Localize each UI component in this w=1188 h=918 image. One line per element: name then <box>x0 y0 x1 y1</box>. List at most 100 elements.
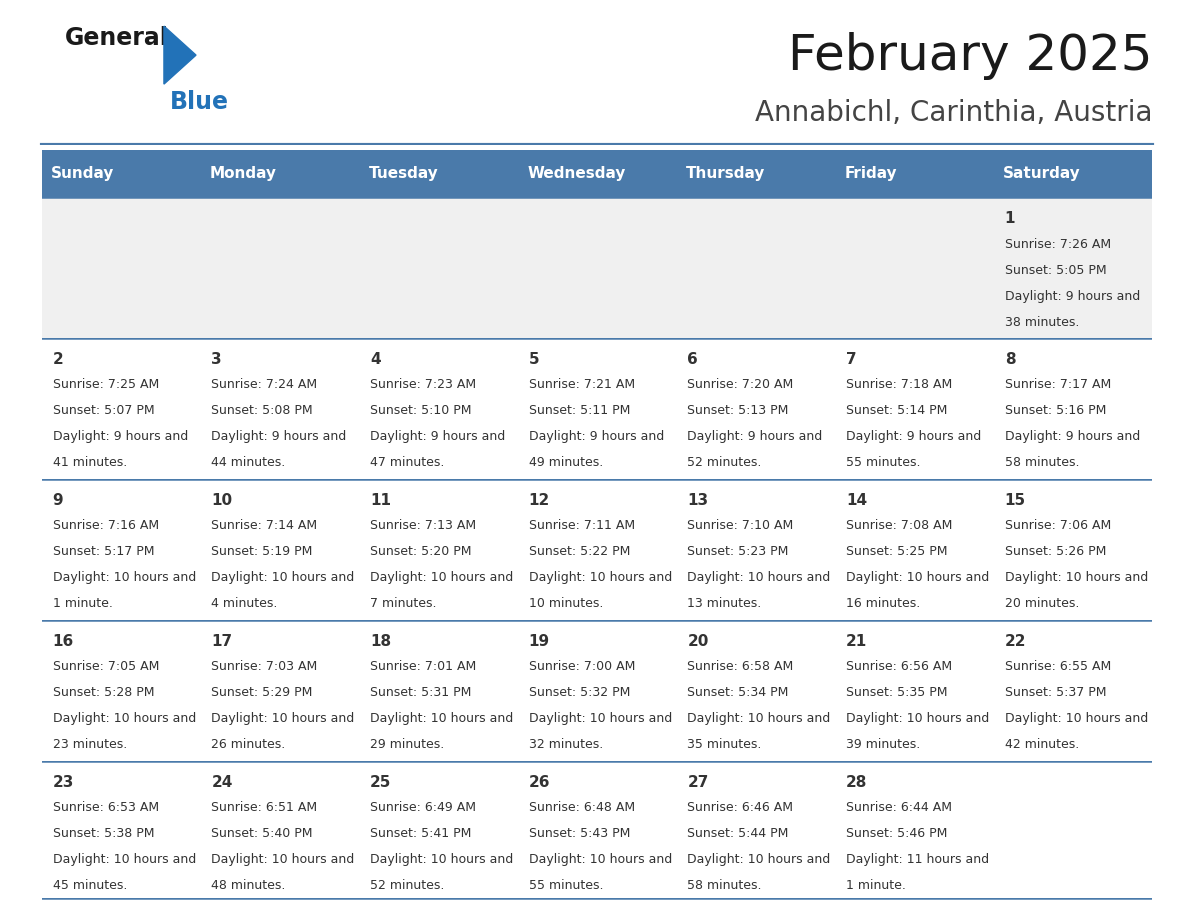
Text: Sunrise: 6:53 AM: Sunrise: 6:53 AM <box>52 800 159 813</box>
Text: Monday: Monday <box>210 166 277 181</box>
Text: Sunrise: 7:08 AM: Sunrise: 7:08 AM <box>846 520 953 532</box>
Text: Sunset: 5:13 PM: Sunset: 5:13 PM <box>688 404 789 418</box>
Text: Daylight: 10 hours and: Daylight: 10 hours and <box>52 712 196 725</box>
Text: Sunrise: 7:23 AM: Sunrise: 7:23 AM <box>369 378 476 391</box>
Text: Sunrise: 6:55 AM: Sunrise: 6:55 AM <box>1005 660 1111 673</box>
Text: 58 minutes.: 58 minutes. <box>688 879 762 892</box>
Text: 29 minutes.: 29 minutes. <box>369 738 444 751</box>
Bar <box>42 150 201 197</box>
Text: Daylight: 10 hours and: Daylight: 10 hours and <box>211 571 355 584</box>
Text: Sunset: 5:14 PM: Sunset: 5:14 PM <box>846 404 948 418</box>
Text: 26: 26 <box>529 775 550 789</box>
Text: Sunrise: 7:21 AM: Sunrise: 7:21 AM <box>529 378 634 391</box>
Text: Daylight: 10 hours and: Daylight: 10 hours and <box>1005 571 1148 584</box>
Bar <box>993 150 1152 197</box>
Text: Annabichl, Carinthia, Austria: Annabichl, Carinthia, Austria <box>754 98 1152 127</box>
Polygon shape <box>164 26 196 84</box>
Text: Saturday: Saturday <box>1003 166 1081 181</box>
Text: Sunrise: 7:05 AM: Sunrise: 7:05 AM <box>52 660 159 673</box>
Text: Daylight: 10 hours and: Daylight: 10 hours and <box>211 712 355 725</box>
Text: 47 minutes.: 47 minutes. <box>369 456 444 469</box>
Text: Sunset: 5:38 PM: Sunset: 5:38 PM <box>52 827 154 840</box>
Text: Daylight: 11 hours and: Daylight: 11 hours and <box>846 853 990 866</box>
Text: 15: 15 <box>1005 493 1026 508</box>
Text: Tuesday: Tuesday <box>368 166 438 181</box>
Text: 1 minute.: 1 minute. <box>846 879 906 892</box>
Text: Daylight: 10 hours and: Daylight: 10 hours and <box>688 571 830 584</box>
Text: 7: 7 <box>846 353 857 367</box>
Text: Sunset: 5:31 PM: Sunset: 5:31 PM <box>369 686 472 699</box>
Text: Sunset: 5:11 PM: Sunset: 5:11 PM <box>529 404 630 418</box>
Text: Sunrise: 7:20 AM: Sunrise: 7:20 AM <box>688 378 794 391</box>
Text: Friday: Friday <box>845 166 897 181</box>
Text: 13: 13 <box>688 493 708 508</box>
Text: 5: 5 <box>529 353 539 367</box>
Text: Sunset: 5:07 PM: Sunset: 5:07 PM <box>52 404 154 418</box>
Text: Sunset: 5:10 PM: Sunset: 5:10 PM <box>369 404 472 418</box>
Text: Daylight: 9 hours and: Daylight: 9 hours and <box>1005 289 1140 303</box>
Text: 16 minutes.: 16 minutes. <box>846 598 921 610</box>
Text: Daylight: 10 hours and: Daylight: 10 hours and <box>846 571 990 584</box>
Text: Sunrise: 7:01 AM: Sunrise: 7:01 AM <box>369 660 476 673</box>
Bar <box>835 150 993 197</box>
Text: 16: 16 <box>52 634 74 649</box>
Text: 21: 21 <box>846 634 867 649</box>
Text: 20 minutes.: 20 minutes. <box>1005 598 1079 610</box>
Bar <box>201 150 359 197</box>
Text: 42 minutes.: 42 minutes. <box>1005 738 1079 751</box>
Text: Sunset: 5:17 PM: Sunset: 5:17 PM <box>52 545 154 558</box>
Text: Daylight: 9 hours and: Daylight: 9 hours and <box>369 431 505 443</box>
Text: Sunrise: 6:58 AM: Sunrise: 6:58 AM <box>688 660 794 673</box>
Text: Daylight: 9 hours and: Daylight: 9 hours and <box>211 431 347 443</box>
Text: 49 minutes.: 49 minutes. <box>529 456 604 469</box>
Text: 6: 6 <box>688 353 699 367</box>
Text: 14: 14 <box>846 493 867 508</box>
Text: Daylight: 10 hours and: Daylight: 10 hours and <box>529 712 672 725</box>
Text: Sunrise: 7:24 AM: Sunrise: 7:24 AM <box>211 378 317 391</box>
Text: 23: 23 <box>52 775 74 789</box>
Text: 1 minute.: 1 minute. <box>52 598 113 610</box>
Text: 2: 2 <box>52 353 63 367</box>
Text: Sunrise: 7:00 AM: Sunrise: 7:00 AM <box>529 660 636 673</box>
Text: Sunday: Sunday <box>51 166 114 181</box>
Text: 3: 3 <box>211 353 222 367</box>
Text: 52 minutes.: 52 minutes. <box>369 879 444 892</box>
Text: Sunset: 5:28 PM: Sunset: 5:28 PM <box>52 686 154 699</box>
Text: Sunrise: 7:11 AM: Sunrise: 7:11 AM <box>529 520 634 532</box>
Text: 52 minutes.: 52 minutes. <box>688 456 762 469</box>
Text: 23 minutes.: 23 minutes. <box>52 738 127 751</box>
Text: Sunrise: 7:17 AM: Sunrise: 7:17 AM <box>1005 378 1111 391</box>
Text: Daylight: 10 hours and: Daylight: 10 hours and <box>529 853 672 866</box>
Text: Sunrise: 7:26 AM: Sunrise: 7:26 AM <box>1005 238 1111 251</box>
Bar <box>676 150 835 197</box>
Text: Daylight: 10 hours and: Daylight: 10 hours and <box>688 853 830 866</box>
Text: 38 minutes.: 38 minutes. <box>1005 316 1079 329</box>
Text: 55 minutes.: 55 minutes. <box>846 456 921 469</box>
Text: 26 minutes.: 26 minutes. <box>211 738 285 751</box>
Text: Daylight: 10 hours and: Daylight: 10 hours and <box>369 712 513 725</box>
Text: 41 minutes.: 41 minutes. <box>52 456 127 469</box>
Text: Thursday: Thursday <box>685 166 765 181</box>
Text: Sunset: 5:23 PM: Sunset: 5:23 PM <box>688 545 789 558</box>
Text: Sunset: 5:22 PM: Sunset: 5:22 PM <box>529 545 630 558</box>
Text: 1: 1 <box>1005 211 1016 227</box>
Text: 4: 4 <box>369 353 380 367</box>
Text: 11: 11 <box>369 493 391 508</box>
Text: 7 minutes.: 7 minutes. <box>369 598 436 610</box>
Text: Sunset: 5:16 PM: Sunset: 5:16 PM <box>1005 404 1106 418</box>
Text: Sunset: 5:35 PM: Sunset: 5:35 PM <box>846 686 948 699</box>
Text: Daylight: 9 hours and: Daylight: 9 hours and <box>688 431 822 443</box>
Text: Sunset: 5:34 PM: Sunset: 5:34 PM <box>688 686 789 699</box>
Text: Sunset: 5:44 PM: Sunset: 5:44 PM <box>688 827 789 840</box>
Text: 24: 24 <box>211 775 233 789</box>
Text: 12: 12 <box>529 493 550 508</box>
Text: Sunset: 5:37 PM: Sunset: 5:37 PM <box>1005 686 1106 699</box>
Text: 19: 19 <box>529 634 550 649</box>
Text: 17: 17 <box>211 634 233 649</box>
Text: 4 minutes.: 4 minutes. <box>211 598 278 610</box>
Text: Daylight: 10 hours and: Daylight: 10 hours and <box>52 571 196 584</box>
Bar <box>518 150 676 197</box>
Text: Blue: Blue <box>170 90 229 114</box>
Text: 44 minutes.: 44 minutes. <box>211 456 285 469</box>
Text: Sunrise: 7:06 AM: Sunrise: 7:06 AM <box>1005 520 1111 532</box>
